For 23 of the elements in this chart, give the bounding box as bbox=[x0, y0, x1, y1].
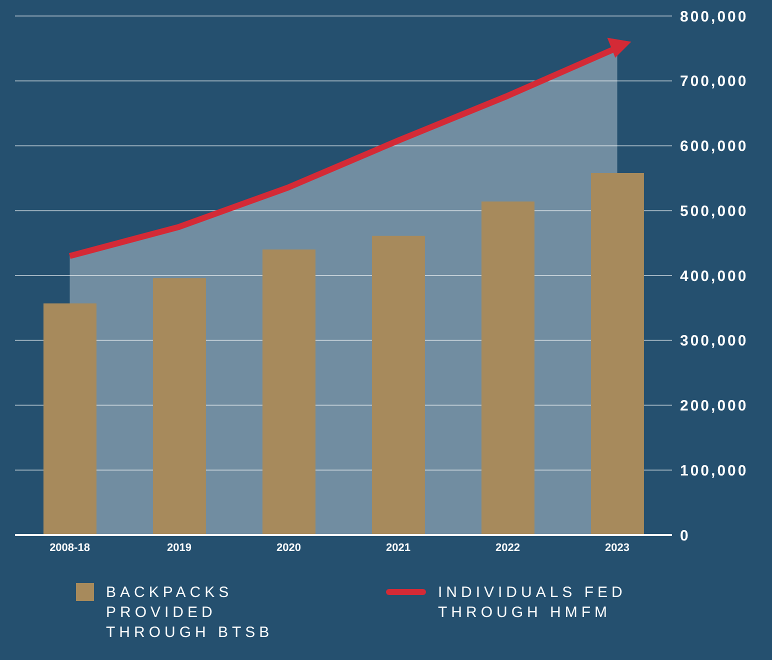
y-tick-label: 0 bbox=[680, 527, 690, 544]
x-tick-label: 2020 bbox=[276, 542, 301, 554]
y-tick-label: 400,000 bbox=[680, 268, 748, 285]
bar bbox=[43, 303, 96, 535]
y-tick-label: 200,000 bbox=[680, 398, 748, 415]
legend-label: BACKPACKS PROVIDED THROUGH BTSB bbox=[106, 583, 274, 643]
x-tick-label: 2022 bbox=[496, 542, 520, 554]
y-tick-label: 600,000 bbox=[680, 138, 748, 156]
y-tick-label: 700,000 bbox=[680, 73, 748, 90]
y-tick-label: 800,000 bbox=[680, 8, 748, 26]
bar bbox=[262, 250, 316, 535]
x-tick-label: 2023 bbox=[605, 542, 630, 554]
x-tick-label: 2019 bbox=[167, 542, 192, 554]
legend-label: INDIVIDUALS FED THROUGH HMFM bbox=[438, 583, 628, 623]
y-tick-label: 100,000 bbox=[680, 462, 748, 480]
x-tick-label: 2008-18 bbox=[50, 542, 90, 554]
x-tick-label: 2021 bbox=[386, 542, 410, 554]
y-tick-label: 500,000 bbox=[680, 202, 748, 220]
y-tick-label: 300,000 bbox=[680, 332, 748, 350]
bar bbox=[481, 202, 534, 535]
bar bbox=[590, 173, 644, 535]
bar bbox=[152, 278, 206, 535]
bar bbox=[372, 236, 425, 535]
